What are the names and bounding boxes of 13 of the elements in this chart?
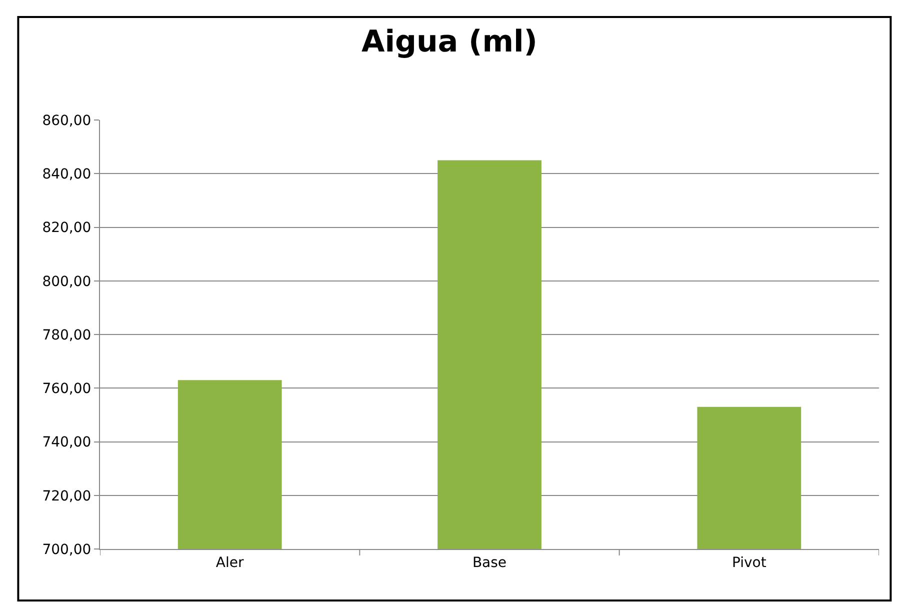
x-tick-label: Aler bbox=[216, 554, 244, 571]
chart-title: Aigua (ml) bbox=[362, 24, 538, 60]
y-tick-label: 820,00 bbox=[42, 220, 92, 236]
x-tick-label: Pivot bbox=[732, 554, 767, 571]
y-tick-label: 760,00 bbox=[42, 381, 92, 398]
y-tick-label: 780,00 bbox=[42, 327, 92, 344]
y-tick-label: 740,00 bbox=[42, 434, 92, 451]
y-tick-label: 720,00 bbox=[42, 488, 92, 504]
x-tick-label: Base bbox=[472, 554, 507, 571]
y-tick-label: 840,00 bbox=[42, 166, 92, 183]
y-tick-label: 800,00 bbox=[42, 274, 92, 290]
y-tick-label: 860,00 bbox=[42, 112, 92, 129]
y-tick-label: 700,00 bbox=[42, 542, 92, 558]
